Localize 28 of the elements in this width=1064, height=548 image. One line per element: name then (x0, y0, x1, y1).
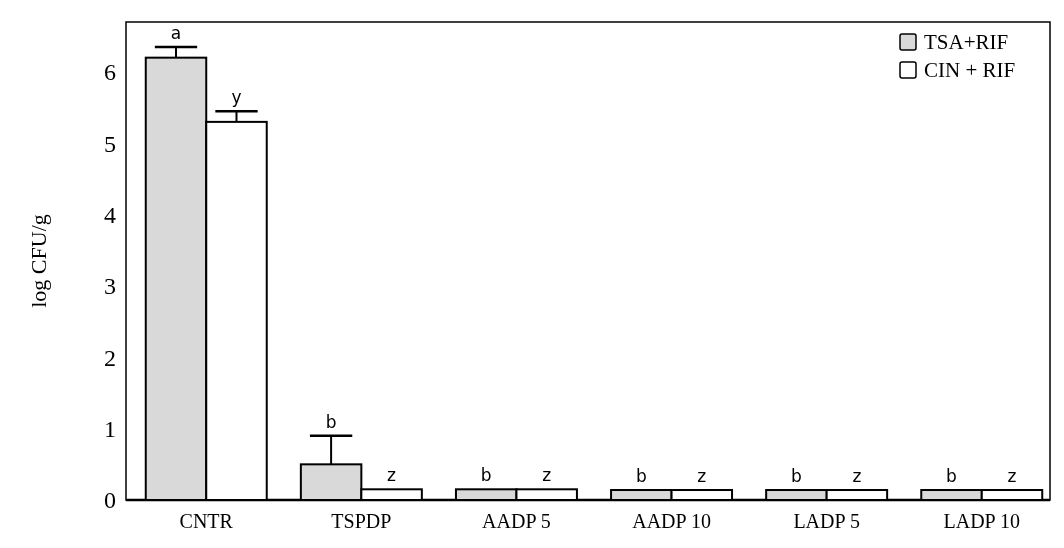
y-axis-title: log CFU/g (26, 214, 51, 308)
y-tick-label: 3 (104, 273, 116, 300)
y-tick-label: 2 (104, 344, 116, 371)
annotation: z (852, 466, 862, 487)
x-tick-label: TSPDP (331, 510, 392, 532)
annotation: b (946, 466, 957, 487)
y-tick-label: 0 (104, 487, 116, 514)
annotation: z (1007, 466, 1017, 487)
annotation: b (325, 411, 337, 432)
y-tick-label: 5 (104, 130, 116, 157)
x-tick-label: CNTR (179, 510, 234, 532)
annotation: y (231, 87, 242, 108)
x-tick-label: LADP 5 (793, 510, 860, 532)
annotation: b (635, 466, 647, 487)
annotation: b (480, 465, 492, 486)
annotation: b (791, 466, 802, 487)
y-tick-label: 4 (104, 202, 116, 229)
x-tick-label: AADP 5 (482, 510, 551, 532)
legend-label: CIN + RIF (924, 58, 1016, 83)
x-tick-label: LADP 10 (943, 510, 1020, 532)
annotation: z (697, 466, 707, 487)
annotation: z (542, 465, 552, 486)
legend-label: TSA+RIF (924, 30, 1009, 55)
y-tick-label: 6 (104, 59, 116, 86)
annotation: a (170, 22, 182, 43)
x-tick-label: AADP 10 (632, 510, 711, 532)
y-tick-label: 1 (104, 416, 116, 443)
annotation: z (387, 465, 397, 486)
